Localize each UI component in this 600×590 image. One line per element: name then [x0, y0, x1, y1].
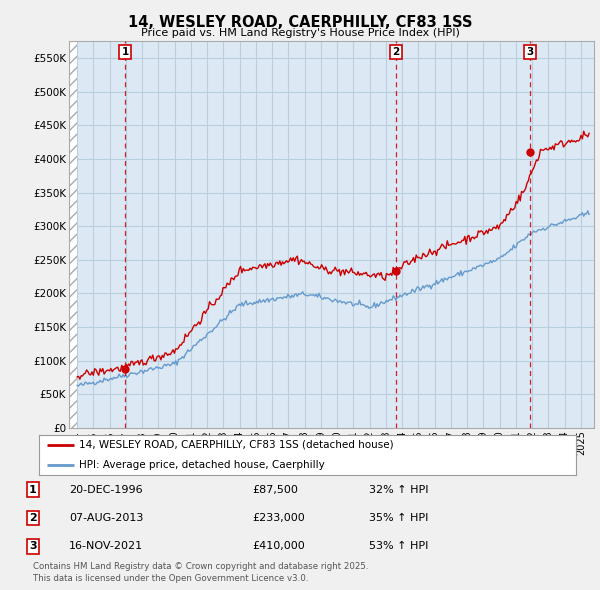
Text: 07-AUG-2013: 07-AUG-2013 — [69, 513, 143, 523]
Text: £87,500: £87,500 — [252, 485, 298, 494]
Text: 3: 3 — [527, 47, 534, 57]
Text: 2: 2 — [392, 47, 400, 57]
Text: £410,000: £410,000 — [252, 542, 305, 551]
Text: 1: 1 — [122, 47, 129, 57]
Text: 1: 1 — [29, 485, 37, 494]
Text: Contains HM Land Registry data © Crown copyright and database right 2025.
This d: Contains HM Land Registry data © Crown c… — [33, 562, 368, 583]
Text: 14, WESLEY ROAD, CAERPHILLY, CF83 1SS: 14, WESLEY ROAD, CAERPHILLY, CF83 1SS — [128, 15, 472, 30]
Text: 32% ↑ HPI: 32% ↑ HPI — [369, 485, 428, 494]
Text: 35% ↑ HPI: 35% ↑ HPI — [369, 513, 428, 523]
Text: 3: 3 — [29, 542, 37, 551]
Text: £233,000: £233,000 — [252, 513, 305, 523]
Text: 20-DEC-1996: 20-DEC-1996 — [69, 485, 143, 494]
Text: 16-NOV-2021: 16-NOV-2021 — [69, 542, 143, 551]
Text: 53% ↑ HPI: 53% ↑ HPI — [369, 542, 428, 551]
Text: HPI: Average price, detached house, Caerphilly: HPI: Average price, detached house, Caer… — [79, 460, 325, 470]
Text: Price paid vs. HM Land Registry's House Price Index (HPI): Price paid vs. HM Land Registry's House … — [140, 28, 460, 38]
Text: 2: 2 — [29, 513, 37, 523]
Text: 14, WESLEY ROAD, CAERPHILLY, CF83 1SS (detached house): 14, WESLEY ROAD, CAERPHILLY, CF83 1SS (d… — [79, 440, 394, 450]
